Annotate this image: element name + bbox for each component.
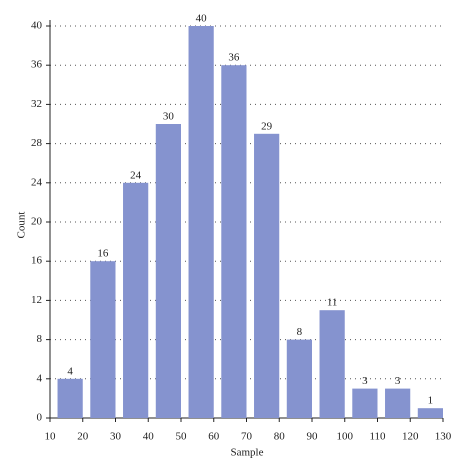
x-tick-label: 90 [307,431,319,443]
value-label: 40 [196,13,208,25]
x-tick-label: 80 [274,431,286,443]
x-axis-label: Sample [231,447,264,459]
x-tick-label: 30 [110,431,122,443]
y-tick-label: 0 [37,412,43,424]
y-tick-label: 28 [31,137,43,149]
value-label: 3 [362,375,368,387]
x-tick-label: 100 [337,431,354,443]
bar [221,65,247,418]
y-axis-label: Count [16,212,28,239]
y-tick-label: 8 [37,333,43,345]
x-tick-label: 130 [435,431,452,443]
bar [123,182,149,418]
bar [319,310,345,418]
bar [352,388,378,418]
y-tick-label: 24 [31,176,43,188]
value-label: 1 [428,395,434,407]
bar [155,124,181,418]
value-label: 29 [261,120,273,132]
value-label: 24 [130,169,142,181]
value-label: 3 [395,375,401,387]
bar [57,378,83,418]
bar [286,339,312,418]
bar [188,26,214,418]
value-label: 4 [67,365,73,377]
bar [90,261,116,418]
y-tick-label: 40 [31,20,43,32]
y-tick-label: 20 [31,216,43,228]
value-label: 36 [228,52,240,64]
bar [385,388,411,418]
x-tick-label: 110 [369,431,386,443]
x-tick-label: 120 [402,431,419,443]
x-tick-label: 70 [241,431,253,443]
y-tick-label: 4 [37,372,43,384]
bar [254,133,280,419]
bar [417,408,443,418]
value-label: 11 [327,297,338,309]
y-tick-label: 32 [31,98,42,110]
y-tick-label: 12 [31,294,42,306]
value-label: 16 [97,248,109,260]
x-tick-label: 60 [208,431,220,443]
x-tick-label: 40 [143,431,155,443]
y-tick-label: 36 [31,59,43,71]
x-tick-label: 50 [176,431,188,443]
y-tick-label: 16 [31,255,43,267]
value-label: 30 [163,111,175,123]
value-label: 8 [297,326,303,338]
x-tick-label: 20 [77,431,89,443]
x-tick-label: 10 [45,431,57,443]
